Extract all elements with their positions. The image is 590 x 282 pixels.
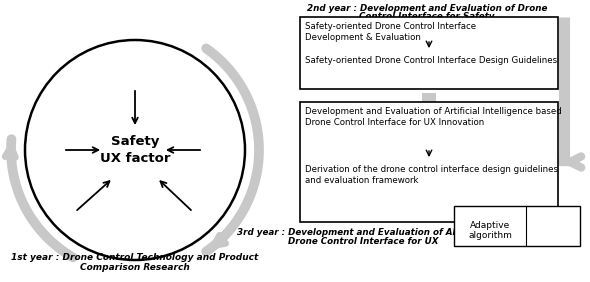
Text: algorithm: algorithm [468, 232, 512, 241]
Text: Safety-oriented Drone Control Interface Design Guidelines: Safety-oriented Drone Control Interface … [305, 56, 557, 65]
Text: Drone Control Interface for UX: Drone Control Interface for UX [288, 237, 438, 246]
Bar [454, 206, 580, 246]
Text: Control Interface for Safety: Control Interface for Safety [359, 12, 495, 21]
Text: UX factor: UX factor [100, 153, 171, 166]
Text: Development & Evaluation: Development & Evaluation [305, 33, 421, 42]
Text: Development and Evaluation of Artificial Intelligence based: Development and Evaluation of Artificial… [305, 107, 562, 116]
Text: 2nd year : Development and Evaluation of Drone: 2nd year : Development and Evaluation of… [307, 4, 547, 13]
Text: Safety: Safety [111, 135, 159, 147]
Text: 1st year : Drone Control Technology and Product: 1st year : Drone Control Technology and … [11, 253, 258, 262]
Text: Derivation of the drone control interface design guidelines: Derivation of the drone control interfac… [305, 165, 558, 174]
Text: Comparison Research: Comparison Research [80, 263, 190, 272]
Text: Adaptive: Adaptive [470, 221, 510, 230]
Text: Safety-oriented Drone Control Interface: Safety-oriented Drone Control Interface [305, 22, 476, 31]
Text: 3rd year : Development and Evaluation of AI based: 3rd year : Development and Evaluation of… [237, 228, 489, 237]
Text: Drone Control Interface for UX Innovation: Drone Control Interface for UX Innovatio… [305, 118, 484, 127]
Bar [300, 102, 558, 222]
Bar [300, 17, 558, 89]
Text: and evaluation framework: and evaluation framework [305, 176, 418, 185]
